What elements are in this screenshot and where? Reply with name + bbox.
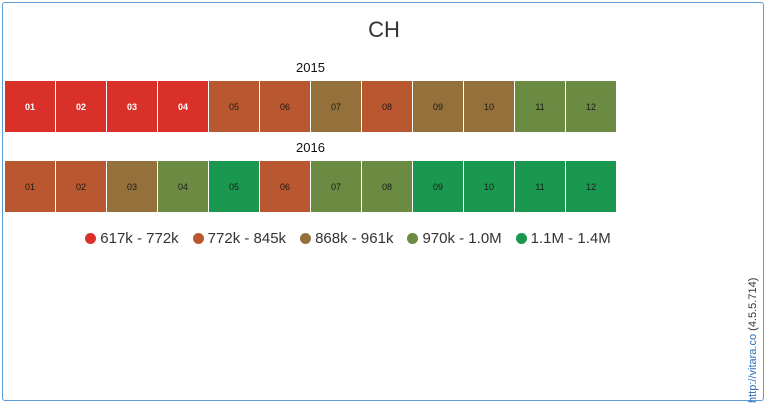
heatmap-cell-2016-09[interactable]: 09: [413, 161, 464, 212]
version-label: (4.5.5.714): [747, 277, 759, 331]
heatmap-cell-2015-07[interactable]: 07: [311, 81, 362, 132]
legend-label: 1.1M - 1.4M: [530, 230, 611, 247]
heatmap-cell-2016-10[interactable]: 10: [464, 161, 515, 212]
heatmap-cell-2016-11[interactable]: 11: [515, 161, 566, 212]
heatmap-row-2016: 01 02 03 04 05 06 07 08 09 10 11 12: [5, 161, 617, 212]
heatmap-cell-2015-08[interactable]: 08: [362, 81, 413, 132]
heatmap-cell-2016-08[interactable]: 08: [362, 161, 413, 212]
heatmap-cell-2016-05[interactable]: 05: [209, 161, 260, 212]
legend: 617k - 772k 772k - 845k 868k - 961k 970k - …: [3, 230, 693, 247]
heatmap-cell-2015-12[interactable]: 12: [566, 81, 617, 132]
legend-item[interactable]: 868k - 961k: [300, 230, 393, 247]
heatmap-cell-2015-04[interactable]: 04: [158, 81, 209, 132]
heatmap-cell-2015-05[interactable]: 05: [209, 81, 260, 132]
legend-item[interactable]: 772k - 845k: [192, 230, 287, 247]
heatmap-row-2015: 01 02 03 04 05 06 07 08 09 10 11 12: [5, 81, 617, 132]
heatmap-cell-2016-03[interactable]: 03: [107, 161, 158, 212]
heatmap-cell-2015-11[interactable]: 11: [515, 81, 566, 132]
legend-dot-icon: [515, 233, 527, 244]
legend-label: 772k - 845k: [207, 230, 287, 247]
heatmap-cell-2016-06[interactable]: 06: [260, 161, 311, 212]
heatmap-cell-2016-04[interactable]: 04: [158, 161, 209, 212]
legend-label: 868k - 961k: [315, 230, 394, 247]
heatmap-cell-2016-02[interactable]: 02: [56, 161, 107, 212]
legend-item[interactable]: 970k - 1.0M: [407, 230, 502, 247]
vitara-credit: http://vitara.co (4.5.5.714): [747, 278, 759, 403]
legend-dot-icon: [85, 233, 97, 244]
legend-item[interactable]: 617k - 772k: [85, 230, 179, 247]
legend-dot-icon: [407, 233, 419, 244]
legend-dot-icon: [300, 233, 312, 244]
heatmap-cell-2015-10[interactable]: 10: [464, 81, 515, 132]
legend-item[interactable]: 1.1M - 1.4M: [515, 230, 611, 247]
heatmap-cell-2015-03[interactable]: 03: [107, 81, 158, 132]
legend-label: 617k - 772k: [100, 230, 179, 247]
heatmap-cell-2016-07[interactable]: 07: [311, 161, 362, 212]
legend-dot-icon: [192, 233, 204, 244]
heatmap-cell-2015-01[interactable]: 01: [5, 81, 56, 132]
legend-label: 970k - 1.0M: [422, 230, 502, 247]
heatmap-cell-2016-01[interactable]: 01: [5, 161, 56, 212]
chart-title: CH: [368, 17, 400, 42]
heatmap-cell-2015-06[interactable]: 06: [260, 81, 311, 132]
year-label-2015: 2015: [296, 60, 325, 75]
heatmap-cell-2015-09[interactable]: 09: [413, 81, 464, 132]
heatmap-cell-2016-12[interactable]: 12: [566, 161, 617, 212]
heatmap-cell-2015-02[interactable]: 02: [56, 81, 107, 132]
year-label-2016: 2016: [296, 140, 325, 155]
vitara-link[interactable]: http://vitara.co: [747, 333, 759, 403]
